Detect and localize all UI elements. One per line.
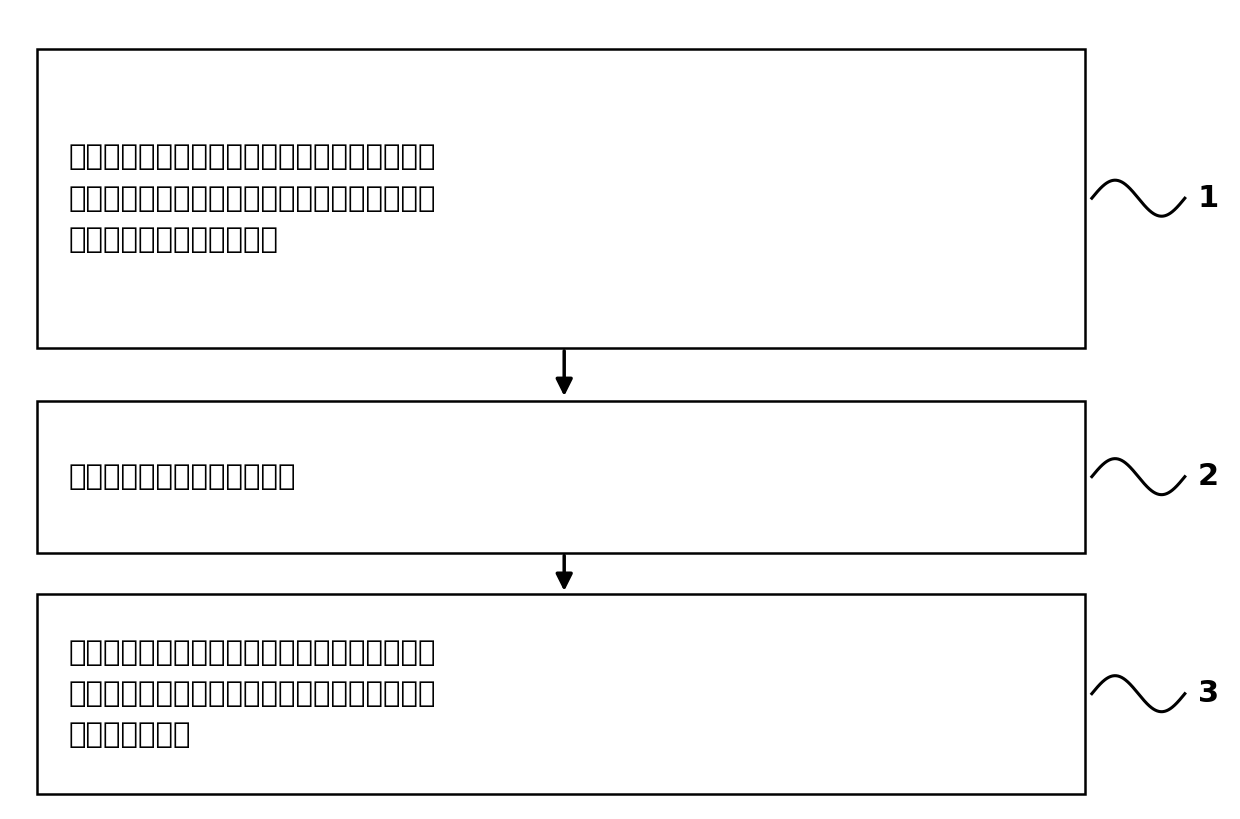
Text: 分析海上风电直流送出系统故障特性，针对交流
电网侧严重故障情况，采用低穿平抑电阻控制法
对系统进行控制: 分析海上风电直流送出系统故障特性，针对交流 电网侧严重故障情况，采用低穿平抑电阻… bbox=[68, 639, 435, 749]
Text: 3: 3 bbox=[1198, 679, 1219, 708]
Text: 针对部分功率变换型电源广泛采用的正负序双同
步旋转坐标系电流控制器，推导不同控制目标下
新能源电源稳态电流表达式: 针对部分功率变换型电源广泛采用的正负序双同 步旋转坐标系电流控制器，推导不同控制… bbox=[68, 143, 435, 254]
Text: 设计适合输电系统的控制策略: 设计适合输电系统的控制策略 bbox=[68, 463, 295, 491]
Bar bbox=[37, 401, 1085, 553]
Bar bbox=[37, 594, 1085, 794]
Text: 1: 1 bbox=[1198, 183, 1219, 213]
Text: 2: 2 bbox=[1198, 462, 1219, 491]
Bar bbox=[37, 49, 1085, 348]
